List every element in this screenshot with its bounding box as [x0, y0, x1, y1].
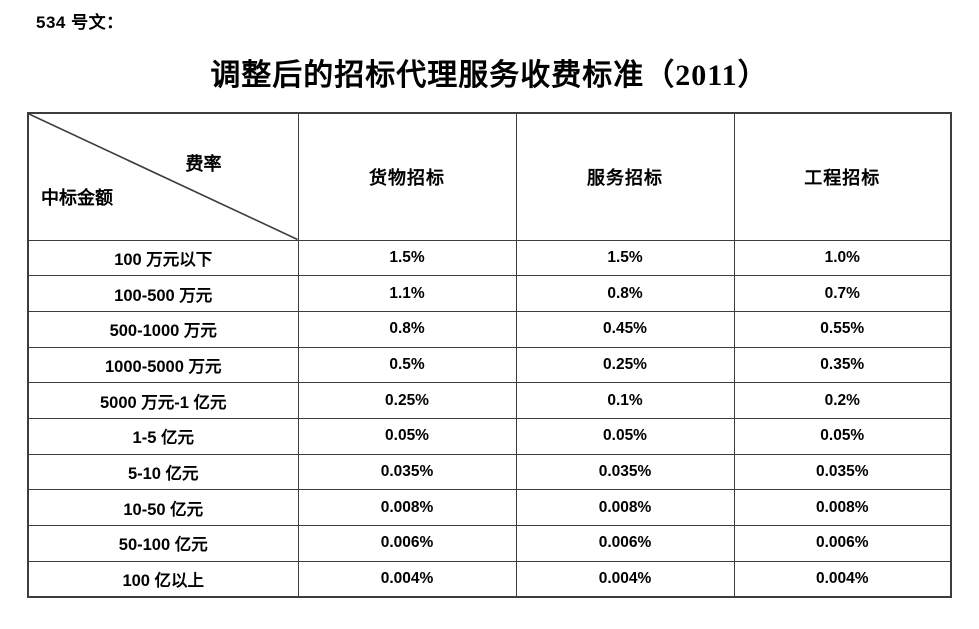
row-label-cell: 100 万元以下 [27, 239, 299, 277]
fee-value-cell: 0.035% [733, 453, 952, 491]
fee-value-cell: 0.1% [515, 382, 735, 419]
fee-value-cell: 0.008% [515, 489, 735, 526]
table-row: 5-10 亿元 0.035% 0.035% 0.035% [27, 453, 952, 491]
diagonal-corner-cell: 费率 中标金额 [27, 112, 299, 241]
column-header-engineering: 工程招标 [733, 112, 952, 241]
table-row: 1000-5000 万元 0.5% 0.25% 0.35% [27, 346, 952, 384]
diagonal-line [29, 114, 298, 240]
fee-value-cell: 0.008% [297, 489, 517, 526]
fee-value-cell: 0.8% [297, 310, 517, 348]
fee-value-cell: 0.7% [733, 275, 952, 312]
fee-value-cell: 0.05% [297, 417, 517, 455]
fee-value-cell: 1.1% [297, 275, 517, 312]
fee-value-cell: 0.5% [297, 346, 517, 384]
row-label-cell: 10-50 亿元 [27, 489, 299, 526]
table-row: 10-50 亿元 0.008% 0.008% 0.008% [27, 489, 952, 526]
row-label-cell: 1-5 亿元 [27, 417, 299, 455]
table-row: 5000 万元-1 亿元 0.25% 0.1% 0.2% [27, 382, 952, 419]
fee-value-cell: 0.006% [515, 525, 735, 562]
fee-value-cell: 0.25% [515, 346, 735, 384]
row-label-cell: 5-10 亿元 [27, 453, 299, 491]
fee-value-cell: 0.35% [733, 346, 952, 384]
table-row: 1-5 亿元 0.05% 0.05% 0.05% [27, 417, 952, 455]
row-label-cell: 1000-5000 万元 [27, 346, 299, 384]
fee-value-cell: 0.035% [515, 453, 735, 491]
row-label-cell: 100 亿以上 [27, 560, 299, 598]
table-row: 100 万元以下 1.5% 1.5% 1.0% [27, 239, 952, 277]
fee-value-cell: 0.008% [733, 489, 952, 526]
fee-value-cell: 0.25% [297, 382, 517, 419]
fee-value-cell: 0.004% [733, 560, 952, 598]
table-row: 500-1000 万元 0.8% 0.45% 0.55% [27, 310, 952, 348]
page-title: 调整后的招标代理服务收费标准（2011） [210, 59, 769, 92]
corner-label-amount: 中标金额 [41, 187, 113, 208]
fee-value-cell: 0.45% [515, 310, 735, 348]
column-header-goods: 货物招标 [297, 112, 517, 241]
row-label-cell: 5000 万元-1 亿元 [27, 382, 299, 419]
doc-ref-label: 534 号文： [36, 13, 124, 32]
fee-value-cell: 0.006% [297, 525, 517, 562]
column-header-services: 服务招标 [515, 112, 735, 241]
table-row: 50-100 亿元 0.006% 0.006% 0.006% [27, 525, 952, 562]
fee-value-cell: 0.2% [733, 382, 952, 419]
fee-value-cell: 0.035% [297, 453, 517, 491]
table-header-row: 费率 中标金额 货物招标 服务招标 工程招标 [27, 112, 952, 241]
fee-value-cell: 0.05% [733, 417, 952, 455]
row-label-cell: 500-1000 万元 [27, 310, 299, 348]
fee-value-cell: 0.006% [733, 525, 952, 562]
row-label-cell: 50-100 亿元 [27, 525, 299, 562]
corner-label-rate: 费率 [185, 154, 222, 174]
fee-value-cell: 0.004% [297, 560, 517, 598]
fee-rate-table: 费率 中标金额 货物招标 服务招标 工程招标 100 万元以下 1.5% 1.5… [27, 112, 952, 598]
fee-value-cell: 0.004% [515, 560, 735, 598]
row-label-cell: 100-500 万元 [27, 275, 299, 312]
table-row: 100 亿以上 0.004% 0.004% 0.004% [27, 560, 952, 598]
fee-value-cell: 0.55% [733, 310, 952, 348]
table-row: 100-500 万元 1.1% 0.8% 0.7% [27, 275, 952, 312]
fee-value-cell: 1.5% [297, 239, 517, 277]
fee-value-cell: 1.0% [733, 239, 952, 277]
fee-value-cell: 0.05% [515, 417, 735, 455]
fee-value-cell: 1.5% [515, 239, 735, 277]
fee-value-cell: 0.8% [515, 275, 735, 312]
